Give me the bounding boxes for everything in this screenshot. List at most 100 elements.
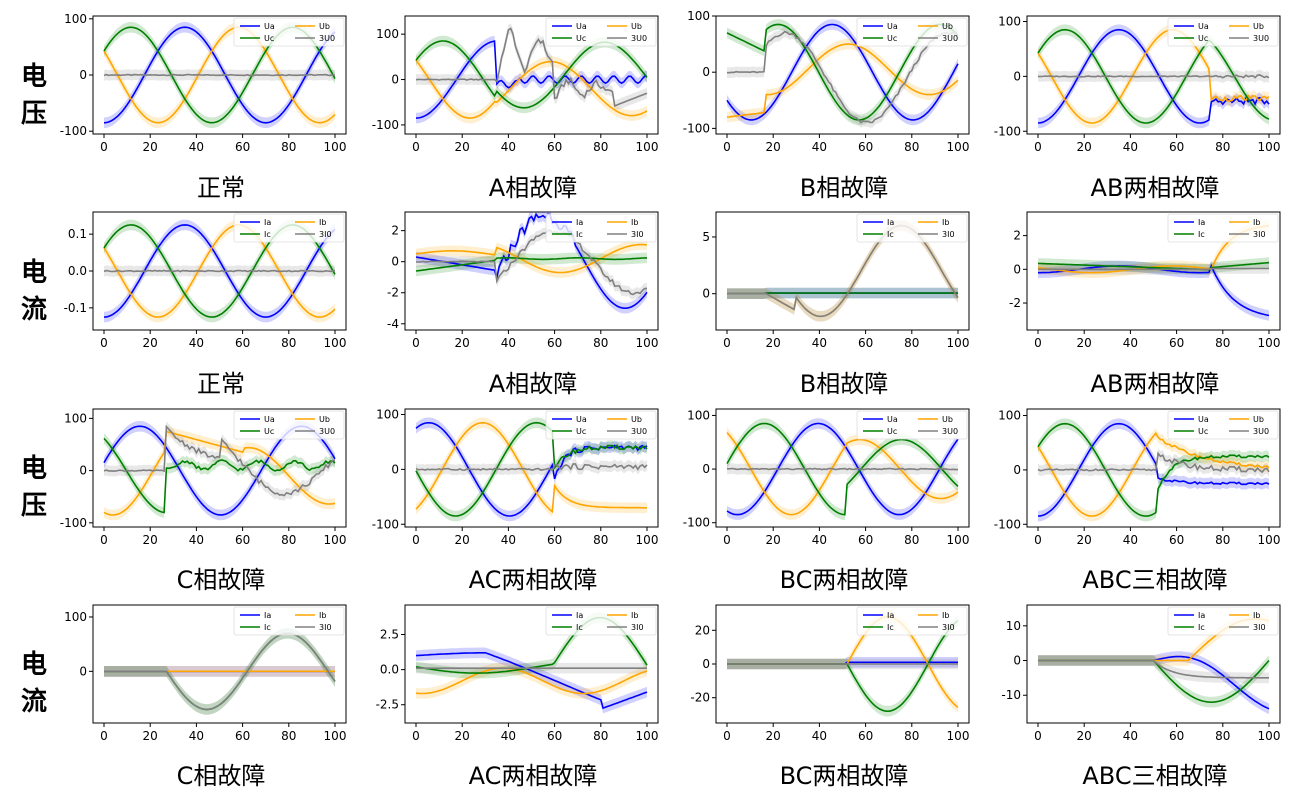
plot-title: ABC三相故障 — [1082, 762, 1228, 790]
x-tick-label: 20 — [143, 533, 158, 547]
y-tick-label: 0 — [79, 464, 87, 478]
series-line-zero — [103, 269, 336, 273]
x-tick-label: 40 — [1123, 533, 1138, 547]
y-tick-label: -100 — [372, 517, 399, 531]
legend-label: 3U0 — [319, 427, 335, 436]
series-line-zero — [103, 424, 335, 497]
legend-label: Ic — [1198, 230, 1205, 239]
plot-title: ABC三相故障 — [1082, 566, 1228, 594]
y-tick-label: 0.0 — [380, 663, 399, 677]
legend-label: Ia — [1198, 218, 1205, 227]
x-tick-label: 0 — [412, 729, 420, 743]
chart-panel: 0 20 40 60 80 100 0 5 Ia Ib Ic 3I0 — [702, 211, 970, 350]
chart-panel: 0 20 40 60 80 100 -100 0 100 Ua Ub Uc 3U0 — [994, 408, 1281, 547]
series-line-b — [726, 43, 959, 118]
x-tick-label: 100 — [324, 533, 347, 547]
series-line-b — [726, 432, 959, 516]
series-band-c — [104, 21, 335, 129]
x-tick-label: 100 — [324, 336, 347, 350]
legend-label: Ub — [1253, 415, 1264, 424]
y-tick-label: 2 — [1013, 229, 1021, 243]
legend-label: Uc — [576, 427, 586, 436]
legend-label: 3I0 — [1253, 623, 1266, 632]
series-band-a — [416, 417, 647, 522]
series-line-b — [415, 421, 647, 514]
series-line-a — [415, 422, 648, 517]
legend-label: Ua — [1198, 415, 1209, 424]
plot-title: C相故障 — [176, 566, 266, 594]
series-line-b — [415, 59, 648, 119]
series-line-b — [415, 243, 648, 274]
x-tick-label: 0 — [412, 533, 420, 547]
y-tick-label: 100 — [998, 14, 1021, 28]
y-tick-label: 100 — [376, 27, 399, 41]
x-tick-label: 40 — [189, 140, 204, 154]
chart-panel: 0 20 40 60 80 100 -0.1 0.0 0.1 Ia Ib Ic 3I0 — [64, 211, 347, 350]
legend-label: Ia — [887, 611, 894, 620]
plot-title: BC两相故障 — [779, 566, 909, 594]
series-line-a — [415, 40, 648, 119]
series-band-c — [727, 418, 958, 520]
series-line-a — [1037, 422, 1270, 517]
y-tick-label: 0 — [391, 255, 399, 269]
y-tick-label: 100 — [376, 407, 399, 421]
series-line-zero — [103, 73, 336, 77]
y-tick-label: -100 — [60, 124, 87, 138]
legend-label: Ub — [942, 22, 953, 31]
x-tick-label: 100 — [1258, 729, 1281, 743]
y-tick-label: 0 — [702, 287, 710, 301]
row-label-voltage-1: 电压 — [20, 62, 47, 129]
series-line-c — [1037, 261, 1270, 271]
legend-label: Ua — [576, 22, 587, 31]
y-tick-label: 0 — [1013, 463, 1021, 477]
y-tick-label: -100 — [60, 516, 87, 530]
legend-label: Ic — [576, 230, 583, 239]
legend-label: Ic — [264, 230, 271, 239]
legend-box — [545, 213, 657, 243]
legend-label: Uc — [264, 34, 274, 43]
legend-label: Ua — [1198, 22, 1209, 31]
x-tick-label: 40 — [189, 336, 204, 350]
y-tick-label: 100 — [687, 9, 710, 23]
series-line-zero — [1037, 74, 1270, 79]
y-tick-label: 100 — [64, 610, 87, 624]
legend-label: 3I0 — [942, 623, 955, 632]
series-band-a — [416, 647, 647, 714]
y-tick-label: 0 — [1013, 262, 1021, 276]
y-tick-label: 0 — [702, 65, 710, 79]
row-label-voltage-2: 电压 — [20, 454, 47, 521]
chart-panel: 0 20 40 60 80 100 -100 0 100 Ua Ub Uc 3U0 — [60, 408, 347, 547]
y-tick-label: 100 — [687, 408, 710, 422]
x-tick-label: 40 — [501, 533, 516, 547]
series-line-c — [1037, 28, 1270, 124]
x-tick-label: 60 — [547, 533, 562, 547]
legend-label: Ib — [319, 611, 326, 620]
series-line-zero — [1038, 267, 1269, 271]
legend-label: Ub — [1253, 22, 1264, 31]
x-tick-label: 80 — [593, 533, 608, 547]
y-tick-label: 0 — [1013, 654, 1021, 668]
series-line-zero — [416, 229, 648, 296]
legend-label: Ub — [942, 415, 953, 424]
series-line-zero — [1037, 451, 1270, 474]
series-line-zero — [1038, 659, 1269, 679]
x-tick-label: 40 — [812, 729, 827, 743]
x-tick-label: 0 — [1034, 140, 1042, 154]
y-tick-label: 0.1 — [68, 227, 87, 241]
y-tick-label: 0 — [1013, 69, 1021, 83]
x-tick-label: 100 — [1258, 140, 1281, 154]
legend-box — [545, 17, 657, 47]
x-tick-label: 80 — [904, 140, 919, 154]
series-band-b — [104, 21, 335, 129]
legend-box — [856, 17, 968, 47]
series-band-a — [104, 21, 335, 129]
x-tick-label: 100 — [636, 729, 659, 743]
series-line-a — [415, 652, 648, 710]
series-band-c — [416, 417, 647, 522]
series-line-zero — [415, 27, 648, 108]
chart-panel: 0 20 40 60 80 100 0 100 Ia Ib Ic 3I0 — [64, 604, 347, 743]
series-line-b — [103, 26, 336, 124]
series-band-c — [727, 615, 958, 717]
x-tick-label: 40 — [189, 729, 204, 743]
